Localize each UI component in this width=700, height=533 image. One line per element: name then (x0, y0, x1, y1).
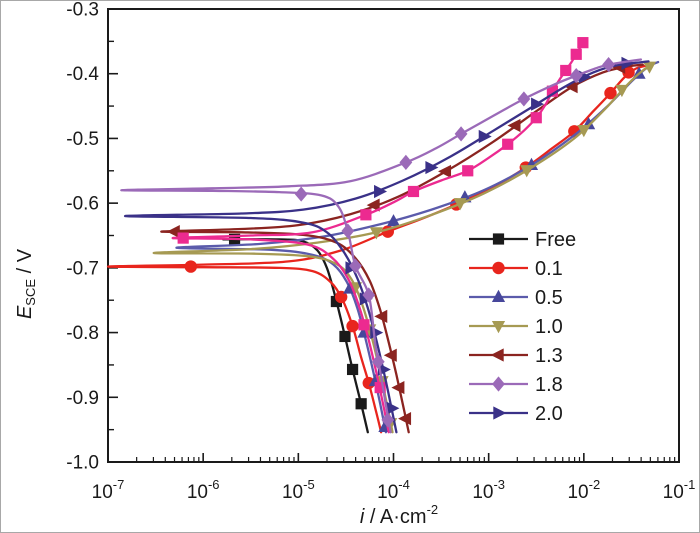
series-marker-c1_8 (294, 186, 308, 202)
legend-marker-c0_1 (492, 261, 505, 275)
series-marker-c1_8 (381, 412, 395, 428)
x-tick-label: 10-1 (663, 477, 696, 503)
y-tick-label: -0.6 (66, 194, 99, 215)
series-marker-unlabeled-magenta (570, 48, 582, 60)
series-marker-c1_8 (371, 354, 385, 370)
legend-label-c1_8: 1.8 (535, 374, 563, 396)
series-marker-c0_5 (386, 214, 401, 227)
series-marker-unlabeled-magenta (560, 64, 572, 77)
y-tick-label: -0.5 (66, 129, 99, 150)
series-marker-c2_0 (621, 56, 635, 70)
legend-marker-free (492, 233, 505, 245)
series-marker-free (355, 398, 367, 410)
series-marker-unlabeled-magenta (546, 85, 559, 97)
series-marker-free (346, 363, 359, 376)
series-marker-c1_3 (166, 225, 180, 239)
series-marker-c1_0 (453, 198, 467, 211)
legend-marker-c1_3 (490, 348, 504, 362)
series-marker-c1_8 (569, 68, 583, 84)
series-marker-c0_1 (346, 319, 359, 333)
x-tick-label: 10-3 (472, 477, 505, 503)
series-marker-c1_3 (391, 380, 405, 395)
series-marker-c1_8 (399, 154, 413, 170)
series-marker-free (339, 330, 351, 343)
legend-marker-c0_5 (491, 289, 506, 302)
series-marker-c2_0 (531, 97, 545, 111)
series-marker-c1_0 (642, 61, 657, 74)
series-marker-c1_3 (398, 412, 412, 426)
series-marker-c1_8 (517, 91, 531, 107)
series-marker-unlabeled-magenta (358, 319, 370, 331)
legend-label-free: Free (535, 229, 576, 251)
series-marker-c0_1 (622, 66, 635, 79)
legend-label-c1_3: 1.3 (535, 345, 563, 367)
series-marker-c0_1 (604, 86, 617, 100)
x-tick-label: 10-7 (92, 477, 125, 503)
series-line-c1_3 (160, 63, 644, 434)
series-marker-c2_0 (478, 129, 492, 144)
series-line-c0_1 (106, 63, 652, 434)
series-marker-c1_3 (564, 80, 578, 94)
series-marker-c1_3 (366, 198, 380, 212)
series-marker-c1_8 (602, 57, 615, 73)
series-marker-c1_0 (520, 165, 534, 178)
x-tick-label: 10-5 (282, 477, 315, 503)
legend-label-c2_0: 2.0 (535, 403, 563, 425)
series-marker-unlabeled-magenta (462, 165, 474, 177)
legend-marker-c1_0 (491, 321, 506, 334)
series-marker-c0_1 (362, 376, 375, 390)
series-marker-c1_8 (349, 258, 362, 274)
y-tick-label: -0.8 (66, 323, 99, 344)
series-marker-c2_0 (425, 160, 439, 175)
series-marker-c1_3 (383, 348, 397, 362)
legend-label-c0_5: 0.5 (535, 287, 563, 309)
series-marker-c0_1 (184, 260, 197, 273)
series-marker-c1_0 (369, 227, 383, 240)
series-marker-c1_3 (507, 118, 521, 133)
legend-marker-c2_0 (493, 406, 507, 420)
series-marker-c2_0 (386, 401, 400, 415)
y-tick-label: -0.3 (66, 1, 99, 21)
series-marker-c0_1 (334, 290, 348, 304)
series-marker-unlabeled-magenta (374, 381, 386, 394)
series-marker-unlabeled-magenta (360, 209, 372, 221)
series-marker-c1_8 (341, 223, 355, 239)
series-marker-unlabeled-magenta (577, 37, 589, 49)
series-marker-c1_8 (454, 126, 468, 142)
series-marker-c1_3 (438, 164, 452, 179)
series-line-c0_5 (175, 60, 660, 434)
y-tick-label: -0.9 (66, 388, 99, 409)
series-marker-c1_8 (362, 287, 376, 303)
y-tick-label: -0.7 (66, 258, 99, 279)
x-tick-label: 10-2 (567, 477, 600, 503)
series-line-c2_0 (123, 60, 650, 434)
series-marker-c1_0 (577, 125, 591, 138)
y-tick-label: -1.0 (66, 453, 99, 474)
series-marker-c2_0 (374, 184, 388, 199)
series-marker-free (330, 295, 342, 308)
y-tick-label: -0.4 (66, 64, 99, 85)
legend-label-c0_1: 0.1 (535, 258, 563, 280)
legend-marker-c1_8 (492, 376, 505, 392)
series-marker-c1_3 (374, 309, 388, 323)
y-axis-label: ESCE / V (14, 248, 38, 319)
series-marker-c1_0 (615, 84, 629, 98)
series-marker-unlabeled-magenta (530, 112, 542, 124)
x-tick-label: 10-4 (377, 477, 410, 503)
series-marker-unlabeled-magenta (407, 185, 420, 198)
x-axis-label: i / A·cm-2 (360, 502, 438, 528)
x-tick-label: 10-6 (187, 477, 220, 503)
series-marker-unlabeled-magenta (502, 138, 514, 150)
series-marker-unlabeled-magenta (177, 232, 189, 244)
legend-label-c1_0: 1.0 (535, 316, 563, 338)
